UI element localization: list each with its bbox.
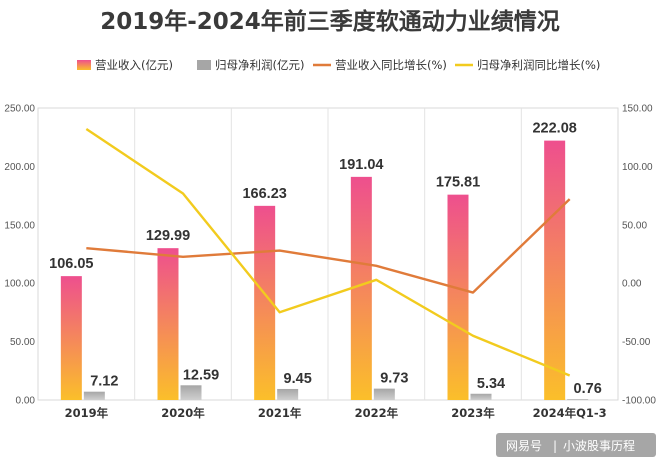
data-label-revenue: 129.99	[146, 228, 190, 244]
legend-swatch	[77, 60, 91, 70]
y-left-tick-label: 100.00	[4, 279, 35, 290]
y-right-tick-label: 50.00	[622, 220, 647, 231]
y-left-tick-label: 50.00	[10, 337, 35, 348]
watermark-brand: 网易号	[506, 439, 542, 453]
y-left-tick-label: 0.00	[16, 396, 36, 407]
data-labels: 106.05 129.99 166.23 191.04 175.81 222.08 7.12…	[49, 121, 602, 398]
x-tick-label: 2019年	[65, 406, 109, 420]
y-right-tick-label: 0.00	[622, 279, 642, 290]
bar-net-profit	[180, 385, 202, 400]
bar-net-profit	[83, 391, 105, 400]
legend-swatch	[197, 60, 211, 70]
legend-label: 营业收入(亿元)	[95, 58, 173, 72]
bar-net-profit	[567, 399, 589, 400]
y-axis-right: -100.00 -50.00 0.00 50.00 100.00 150.00	[622, 104, 656, 407]
bar-net-profit	[373, 388, 395, 400]
bar-revenue	[447, 194, 469, 400]
y-right-tick-label: 150.00	[622, 104, 653, 115]
data-label-net-profit: 0.76	[574, 381, 602, 397]
x-tick-label: 2023年	[451, 406, 495, 420]
x-axis: 2019年 2020年 2021年 2022年 2023年 2024年Q1-3	[65, 406, 607, 420]
bar-revenue	[544, 140, 566, 400]
watermark: 网易号 | 小波股事历程	[496, 433, 656, 457]
legend-label: 归母净利润(亿元)	[215, 58, 304, 72]
line-series	[85, 128, 571, 377]
watermark-divider: |	[553, 439, 557, 453]
y-right-tick-label: -100.00	[622, 396, 656, 407]
data-label-net-profit: 9.45	[284, 371, 312, 387]
legend: 营业收入(亿元) 归母净利润(亿元) 营业收入同比增长(%) 归母净利润同比增长(%)	[77, 58, 600, 72]
x-tick-label: 2022年	[355, 406, 399, 420]
bar-series	[60, 140, 589, 400]
bar-revenue	[60, 276, 82, 400]
bar-net-profit	[470, 393, 492, 400]
bar-revenue	[254, 205, 276, 400]
y-right-tick-label: 100.00	[622, 162, 653, 173]
data-label-revenue: 191.04	[339, 157, 383, 173]
data-label-net-profit: 7.12	[90, 374, 118, 390]
x-tick-label: 2024年Q1-3	[533, 406, 607, 420]
y-left-tick-label: 150.00	[4, 220, 35, 231]
bar-net-profit	[277, 388, 299, 400]
y-left-tick-label: 250.00	[4, 104, 35, 115]
line-revenue-growth	[86, 198, 571, 294]
watermark-background	[496, 433, 656, 457]
watermark-author: 小波股事历程	[563, 438, 635, 453]
data-label-net-profit: 12.59	[183, 367, 219, 383]
legend-label: 归母净利润同比增长(%)	[477, 58, 600, 72]
data-label-revenue: 106.05	[49, 256, 93, 272]
data-label-revenue: 175.81	[436, 175, 480, 191]
legend-label: 营业收入同比增长(%)	[335, 58, 447, 72]
chart-title: 2019年-2024年前三季度软通动力业绩情况	[100, 8, 560, 35]
data-label-net-profit: 5.34	[477, 376, 505, 392]
data-label-revenue: 166.23	[242, 186, 286, 202]
y-right-tick-label: -50.00	[622, 337, 651, 348]
bar-revenue	[157, 248, 179, 400]
data-label-net-profit: 9.73	[380, 371, 408, 387]
data-label-revenue: 222.08	[532, 121, 576, 137]
y-left-tick-label: 200.00	[4, 162, 35, 173]
line-net-profit-growth	[85, 128, 571, 377]
x-tick-label: 2020年	[161, 406, 205, 420]
bar-revenue	[350, 176, 372, 400]
gridlines	[134, 108, 522, 400]
y-axis-left: 0.00 50.00 100.00 150.00 200.00 250.00	[4, 104, 35, 407]
x-tick-label: 2021年	[258, 406, 302, 420]
